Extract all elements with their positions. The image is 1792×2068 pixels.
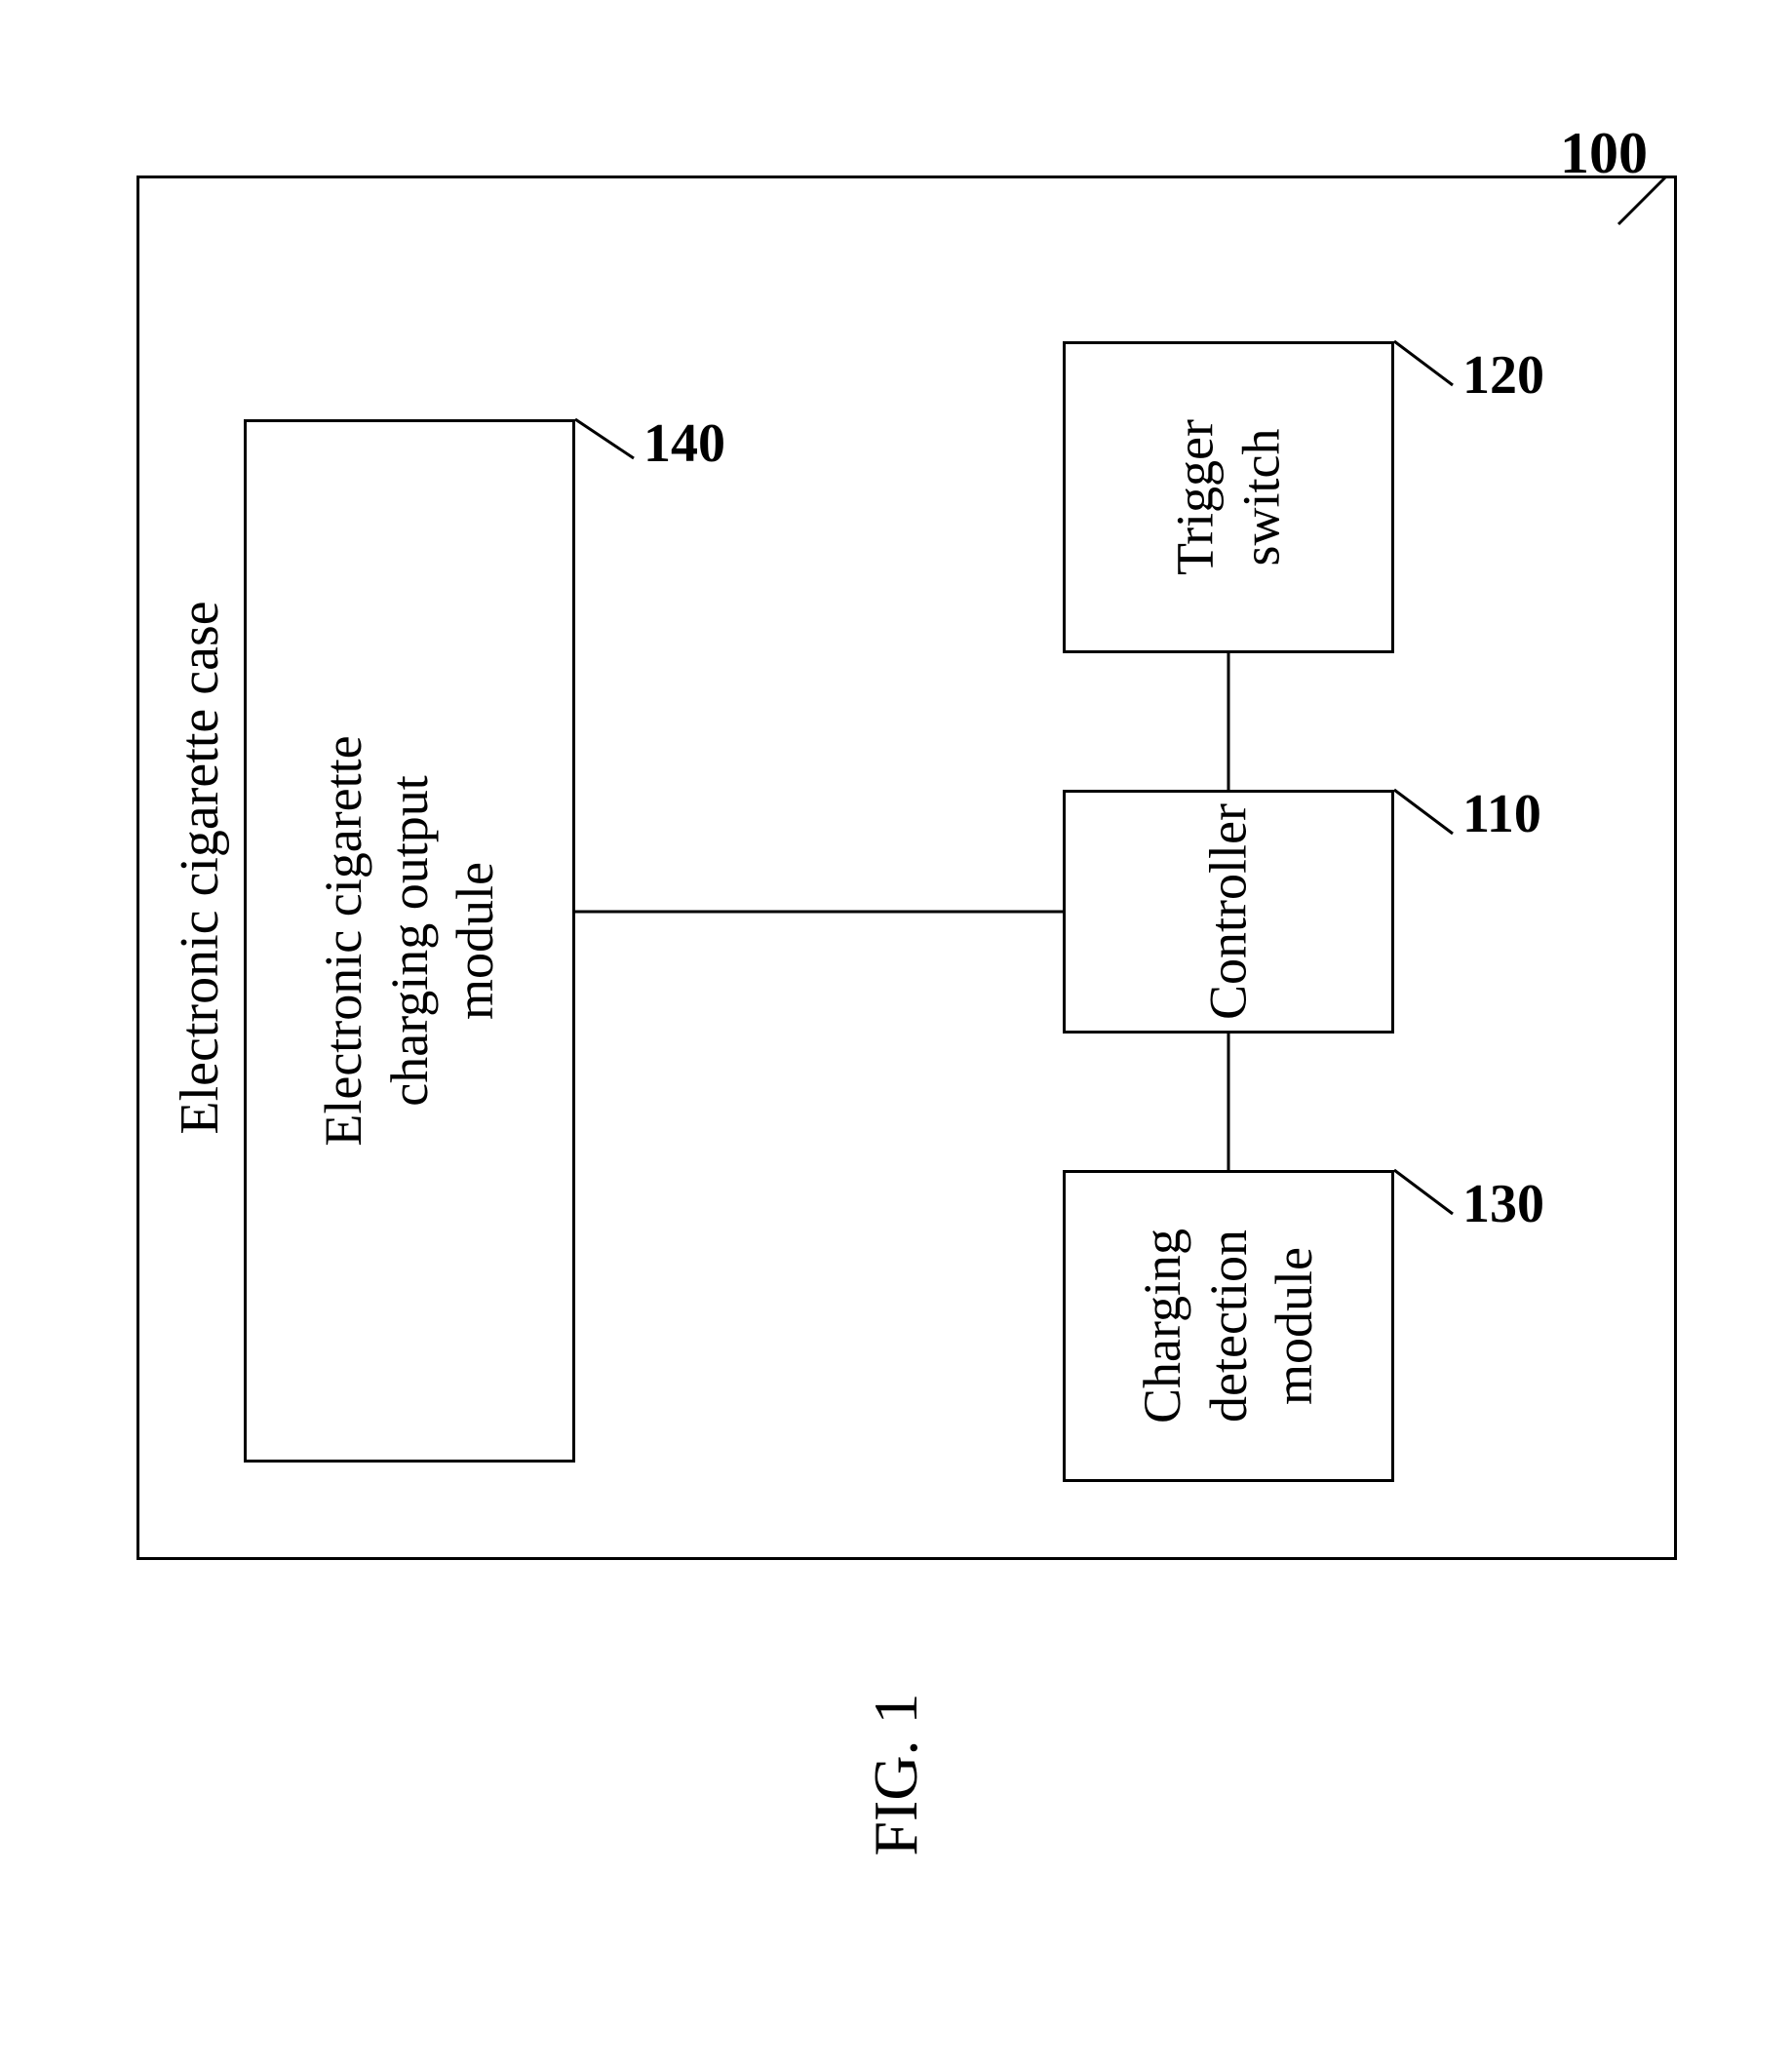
figure-caption: FIG. 1 [857, 1693, 935, 1855]
controller-text: Controller [1195, 803, 1262, 1020]
output-module-id-label: 140 [643, 410, 725, 478]
container-title: Electronic cigarette case [166, 601, 234, 1134]
charging-detection-id-label: 130 [1462, 1170, 1544, 1238]
trigger-switch-id-label: 120 [1462, 341, 1544, 410]
container-id-label: 100 [1560, 117, 1648, 190]
controller-id-label: 110 [1462, 780, 1541, 848]
charging-detection-text: Charging detection module [1130, 1229, 1328, 1424]
trigger-switch-text: Trigger switch [1163, 419, 1295, 575]
output-module-text: Electronic cigarette charging output mod… [311, 735, 509, 1146]
